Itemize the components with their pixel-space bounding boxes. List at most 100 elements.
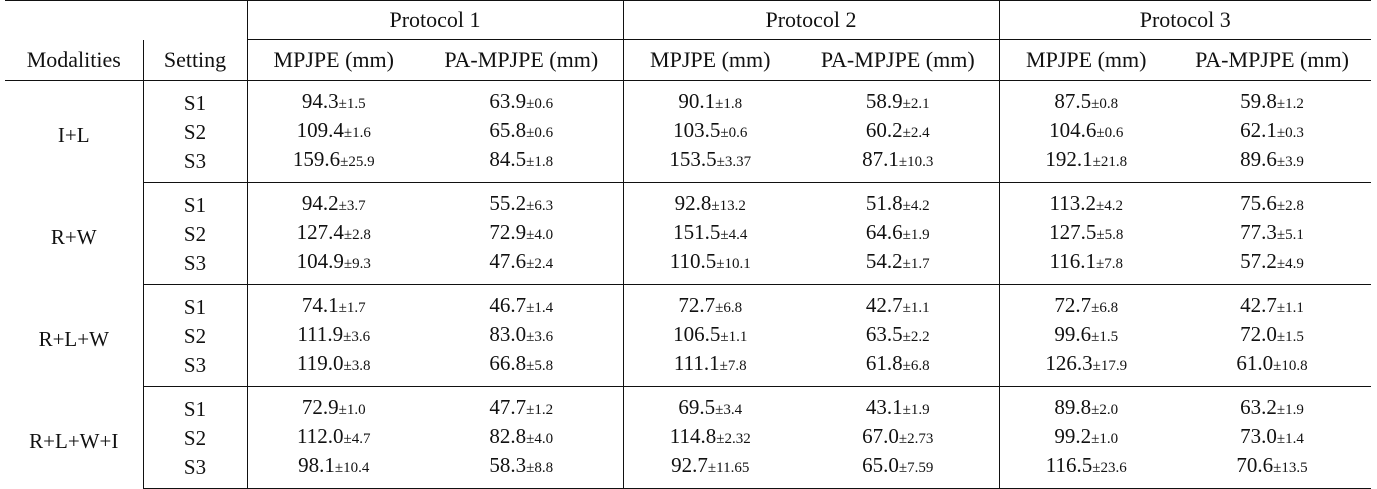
std-value: ±1.0: [338, 402, 366, 418]
value-cell: 72.9±1.0: [246, 386, 420, 423]
value-cell: 114.8±2.32: [622, 423, 797, 452]
std-value: ±21.8: [1092, 154, 1128, 170]
value-cell: 119.0±3.8: [246, 350, 420, 387]
mean-value: 61.0: [1236, 351, 1274, 375]
mean-value: 63.2: [1240, 395, 1277, 419]
value-cell: 75.6±2.8: [1173, 183, 1371, 220]
std-value: ±4.2: [902, 198, 930, 214]
std-value: ±1.0: [1091, 431, 1119, 447]
value-cell: 55.2±6.3: [420, 183, 623, 220]
value-cell: 112.0±4.7: [246, 423, 420, 452]
value-cell: 90.1±1.8: [622, 80, 797, 117]
table-row: I+L S1 94.3±1.5 63.9±0.6 90.1±1.8 58.9±2.1 87.…: [5, 80, 1371, 147]
std-value: ±2.1: [902, 96, 930, 112]
mean-value: 92.7: [671, 453, 708, 477]
std-value: ±4.7: [343, 431, 371, 447]
std-value: ±0.3: [1276, 125, 1304, 141]
std-value: ±0.6: [1096, 125, 1124, 141]
std-value: ±0.6: [526, 125, 554, 141]
mean-value: 113.2: [1049, 191, 1096, 215]
mean-value: 103.5: [673, 118, 721, 142]
mean-value: 90.1: [678, 89, 716, 113]
mean-value: 47.6: [489, 249, 527, 273]
value-cell: 94.2±3.7: [246, 182, 420, 219]
std-value: ±10.8: [1273, 358, 1308, 374]
value-cell: 87.1±10.3: [797, 146, 999, 183]
mean-value: 58.3: [489, 453, 527, 477]
std-value: ±2.2: [902, 329, 930, 345]
value-cell: 65.0±7.59: [797, 452, 999, 489]
value-cell: 87.5±0.8: [998, 80, 1173, 117]
mean-value: 47.7: [489, 395, 527, 419]
mean-value: 94.2: [301, 191, 339, 215]
value-cell: 116.5±23.6: [998, 452, 1173, 489]
mean-value: 89.6: [1240, 147, 1277, 171]
modality-cell: I+L: [57, 123, 90, 148]
mean-value: 65.8: [489, 118, 527, 142]
mean-value: 70.6: [1236, 453, 1274, 477]
value-cell: 111.1±7.8: [622, 350, 797, 387]
value-cell: 69.5±3.4: [622, 386, 797, 423]
std-value: ±4.2: [1096, 198, 1123, 214]
setting-cell: S2: [142, 117, 247, 146]
std-value: ±1.5: [1091, 329, 1119, 345]
value-cell: 58.3±8.8: [420, 452, 623, 489]
table-row: R+W S1 94.2±3.7 55.2±6.3 92.8±13.2 51.8±4.2 11…: [5, 182, 1371, 249]
std-value: ±3.8: [343, 358, 371, 374]
std-value: ±6.8: [902, 358, 930, 374]
value-cell: 110.5±10.1: [622, 248, 797, 285]
value-cell: 104.9±9.3: [246, 248, 420, 285]
mean-value: 92.8: [674, 191, 712, 215]
mean-value: 74.1: [301, 293, 339, 317]
value-cell: 99.6±1.5: [998, 321, 1173, 350]
value-cell: 74.1±1.7: [246, 284, 420, 321]
mean-value: 87.1: [862, 147, 899, 171]
value-cell: 153.5±3.37: [622, 146, 797, 183]
std-value: ±5.8: [526, 358, 554, 374]
mean-value: 99.6: [1054, 322, 1092, 346]
mean-value: 55.2: [489, 191, 527, 215]
std-value: ±3.9: [1276, 154, 1304, 170]
value-cell: 92.7±11.65: [622, 452, 797, 489]
mean-value: 153.5: [669, 147, 717, 171]
std-value: ±0.6: [526, 96, 554, 112]
protocol-header: Protocol 1: [246, 0, 623, 40]
std-value: ±6.8: [1091, 300, 1119, 316]
mean-value: 110.5: [669, 249, 717, 273]
std-value: ±9.3: [343, 256, 371, 272]
std-value: ±23.6: [1092, 460, 1127, 476]
value-cell: 83.0±3.6: [420, 321, 623, 350]
table-row: S2 109.4±1.6 65.8±0.6 103.5±0.6 60.2±2.4 104.…: [5, 117, 1371, 146]
value-cell: 51.8±4.2: [797, 183, 999, 220]
mean-value: 65.0: [862, 453, 899, 477]
std-value: ±7.59: [898, 460, 934, 476]
std-value: ±1.8: [715, 96, 743, 112]
value-cell: 46.7±1.4: [420, 285, 623, 322]
std-value: ±2.32: [716, 431, 751, 447]
std-value: ±4.9: [1276, 256, 1304, 272]
value-cell: 72.0±1.5: [1173, 321, 1371, 350]
std-value: ±8.8: [526, 460, 554, 476]
std-value: ±1.4: [526, 300, 554, 316]
modality-cell: R+W: [50, 225, 97, 249]
std-value: ±0.8: [1091, 96, 1119, 112]
setting-cell: S2: [142, 219, 247, 248]
mean-value: 72.7: [1054, 293, 1092, 317]
mean-value: 87.5: [1054, 89, 1092, 113]
value-cell: 126.3±17.9: [998, 350, 1173, 387]
mean-value: 62.1: [1240, 118, 1277, 142]
column-header-row: Modalities Setting MPJPE (mm) PA-MPJPE (…: [5, 39, 1371, 81]
value-cell: 43.1±1.9: [797, 387, 999, 424]
std-value: ±1.9: [902, 402, 930, 418]
std-value: ±2.4: [526, 256, 554, 272]
mean-value: 82.8: [489, 424, 527, 448]
mean-value: 98.1: [298, 453, 335, 477]
value-cell: 42.7±1.1: [797, 285, 999, 322]
value-cell: 67.0±2.73: [797, 423, 999, 452]
std-value: ±2.73: [898, 431, 934, 447]
std-value: ±1.5: [338, 96, 366, 112]
modality-cell: R+L+W: [38, 327, 109, 351]
std-value: ±7.8: [719, 358, 747, 374]
mean-value: 63.5: [865, 322, 903, 346]
table-row: S2 127.4±2.8 72.9±4.0 151.5±4.4 64.6±1.9 127.…: [5, 219, 1371, 248]
